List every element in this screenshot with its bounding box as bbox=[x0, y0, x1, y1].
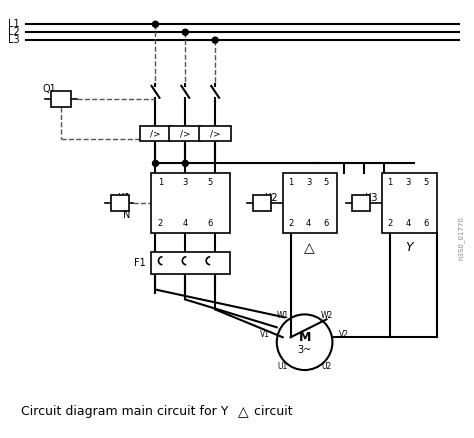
Text: V2: V2 bbox=[339, 330, 349, 339]
Text: W2: W2 bbox=[320, 311, 333, 320]
Text: 4: 4 bbox=[306, 219, 311, 228]
FancyBboxPatch shape bbox=[199, 126, 231, 141]
Text: U1: U1 bbox=[278, 362, 288, 371]
Text: 3: 3 bbox=[306, 178, 311, 187]
Text: 1: 1 bbox=[387, 178, 393, 187]
Text: K2: K2 bbox=[265, 193, 278, 203]
Circle shape bbox=[182, 160, 188, 166]
Text: />: /> bbox=[180, 129, 191, 138]
Text: circuit: circuit bbox=[250, 405, 292, 418]
Text: />: /> bbox=[150, 129, 161, 138]
FancyBboxPatch shape bbox=[151, 173, 230, 233]
Text: W1: W1 bbox=[277, 311, 289, 320]
FancyBboxPatch shape bbox=[51, 91, 71, 107]
Text: 1: 1 bbox=[158, 178, 163, 187]
Text: 3: 3 bbox=[405, 178, 410, 187]
Text: 2: 2 bbox=[158, 219, 163, 228]
FancyBboxPatch shape bbox=[253, 195, 271, 211]
Text: 3~: 3~ bbox=[298, 345, 312, 355]
Text: K1: K1 bbox=[118, 193, 131, 203]
FancyBboxPatch shape bbox=[382, 173, 437, 233]
Text: 6: 6 bbox=[324, 219, 329, 228]
Text: K3: K3 bbox=[365, 193, 377, 203]
Text: 2: 2 bbox=[387, 219, 393, 228]
Text: 2: 2 bbox=[288, 219, 293, 228]
Text: 4: 4 bbox=[405, 219, 410, 228]
Text: h3S0_01770: h3S0_01770 bbox=[457, 216, 464, 260]
Text: △: △ bbox=[238, 405, 249, 419]
Text: △: △ bbox=[304, 241, 315, 255]
Circle shape bbox=[153, 160, 158, 166]
Text: 6: 6 bbox=[423, 219, 428, 228]
Circle shape bbox=[153, 21, 158, 27]
Text: 6: 6 bbox=[208, 219, 213, 228]
Text: F1: F1 bbox=[134, 258, 146, 268]
Circle shape bbox=[212, 37, 218, 43]
Text: U2: U2 bbox=[321, 362, 332, 371]
FancyBboxPatch shape bbox=[111, 195, 128, 211]
Text: 4: 4 bbox=[182, 219, 188, 228]
Text: M: M bbox=[299, 331, 311, 344]
FancyBboxPatch shape bbox=[352, 195, 370, 211]
Text: 5: 5 bbox=[423, 178, 428, 187]
Circle shape bbox=[182, 29, 188, 35]
Text: V1: V1 bbox=[260, 330, 270, 339]
Text: N: N bbox=[123, 210, 131, 220]
FancyBboxPatch shape bbox=[151, 252, 230, 274]
Text: L3: L3 bbox=[8, 35, 19, 45]
Text: L1: L1 bbox=[8, 19, 19, 29]
Text: Q1: Q1 bbox=[42, 84, 56, 94]
FancyBboxPatch shape bbox=[139, 126, 172, 141]
FancyBboxPatch shape bbox=[283, 173, 337, 233]
Text: 5: 5 bbox=[324, 178, 329, 187]
FancyBboxPatch shape bbox=[169, 126, 201, 141]
Text: />: /> bbox=[210, 129, 220, 138]
Text: 5: 5 bbox=[208, 178, 213, 187]
Text: 3: 3 bbox=[182, 178, 188, 187]
Text: L2: L2 bbox=[8, 27, 19, 37]
Text: Circuit diagram main circuit for Y: Circuit diagram main circuit for Y bbox=[21, 405, 228, 418]
Text: Y: Y bbox=[405, 241, 413, 254]
Text: 1: 1 bbox=[288, 178, 293, 187]
